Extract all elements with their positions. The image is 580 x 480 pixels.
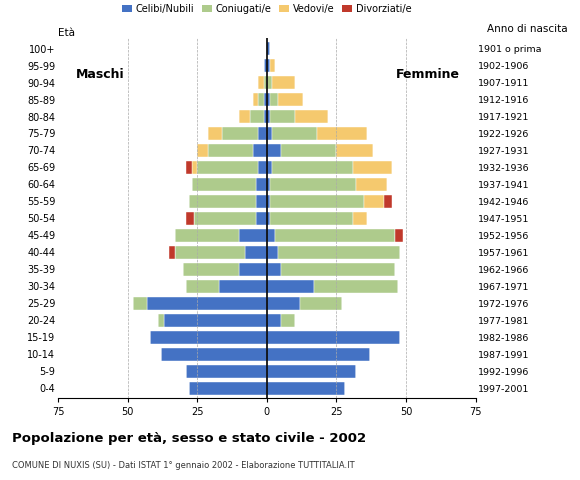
Bar	[267, 263, 281, 276]
Bar	[267, 348, 370, 360]
Bar	[267, 280, 314, 293]
Bar	[133, 297, 147, 310]
Bar	[197, 144, 208, 157]
Bar	[189, 195, 256, 208]
Bar	[270, 178, 356, 191]
Bar	[267, 229, 275, 242]
Text: Età: Età	[58, 28, 75, 38]
Bar	[264, 76, 267, 89]
Bar	[267, 178, 270, 191]
Bar	[191, 161, 197, 174]
Bar	[186, 212, 194, 225]
Bar	[208, 127, 222, 140]
Bar	[259, 127, 267, 140]
Bar	[270, 110, 295, 123]
Bar	[300, 297, 342, 310]
Bar	[259, 93, 264, 106]
Text: COMUNE DI NUXIS (SU) - Dati ISTAT 1° gennaio 2002 - Elaborazione TUTTITALIA.IT: COMUNE DI NUXIS (SU) - Dati ISTAT 1° gen…	[12, 461, 354, 470]
Bar	[395, 229, 403, 242]
Bar	[267, 297, 300, 310]
Text: Popolazione per età, sesso e stato civile - 2002: Popolazione per età, sesso e stato civil…	[12, 432, 366, 445]
Bar	[281, 144, 336, 157]
Bar	[270, 212, 353, 225]
Bar	[186, 280, 219, 293]
Bar	[267, 365, 356, 378]
Text: Anno di nascita: Anno di nascita	[487, 24, 568, 34]
Bar	[194, 212, 256, 225]
Bar	[267, 76, 273, 89]
Bar	[267, 42, 270, 55]
Bar	[186, 161, 191, 174]
Bar	[259, 76, 264, 89]
Bar	[267, 127, 273, 140]
Bar	[250, 110, 264, 123]
Bar	[278, 246, 400, 259]
Bar	[281, 314, 295, 327]
Bar	[183, 263, 239, 276]
Bar	[222, 127, 259, 140]
Bar	[264, 59, 267, 72]
Bar	[158, 314, 164, 327]
Bar	[253, 93, 259, 106]
Bar	[273, 127, 317, 140]
Bar	[267, 161, 273, 174]
Bar	[267, 331, 400, 344]
Bar	[356, 178, 386, 191]
Bar	[253, 144, 267, 157]
Bar	[259, 161, 267, 174]
Bar	[197, 161, 259, 174]
Bar	[267, 246, 278, 259]
Bar	[219, 280, 267, 293]
Bar	[256, 212, 267, 225]
Bar	[208, 144, 253, 157]
Bar	[384, 195, 392, 208]
Bar	[270, 59, 275, 72]
Text: Femmine: Femmine	[396, 68, 461, 81]
Bar	[267, 382, 345, 395]
Bar	[175, 246, 245, 259]
Bar	[191, 178, 256, 191]
Bar	[267, 110, 270, 123]
Bar	[239, 229, 267, 242]
Bar	[147, 297, 267, 310]
Bar	[267, 59, 270, 72]
Bar	[267, 195, 270, 208]
Bar	[267, 93, 270, 106]
Bar	[186, 365, 267, 378]
Bar	[317, 127, 367, 140]
Bar	[295, 110, 328, 123]
Bar	[264, 110, 267, 123]
Bar	[273, 76, 295, 89]
Bar	[275, 229, 395, 242]
Bar	[169, 246, 175, 259]
Bar	[239, 263, 267, 276]
Bar	[281, 263, 395, 276]
Bar	[267, 144, 281, 157]
Legend: Celibi/Nubili, Coniugati/e, Vedovi/e, Divorziati/e: Celibi/Nubili, Coniugati/e, Vedovi/e, Di…	[118, 0, 415, 18]
Bar	[353, 161, 392, 174]
Bar	[256, 178, 267, 191]
Bar	[164, 314, 267, 327]
Bar	[245, 246, 267, 259]
Bar	[270, 195, 364, 208]
Bar	[314, 280, 398, 293]
Bar	[336, 144, 372, 157]
Bar	[256, 195, 267, 208]
Bar	[267, 314, 281, 327]
Bar	[273, 161, 353, 174]
Bar	[175, 229, 239, 242]
Text: Maschi: Maschi	[75, 68, 124, 81]
Bar	[364, 195, 384, 208]
Bar	[353, 212, 367, 225]
Bar	[161, 348, 267, 360]
Bar	[239, 110, 250, 123]
Bar	[270, 93, 278, 106]
Bar	[267, 212, 270, 225]
Bar	[150, 331, 267, 344]
Bar	[278, 93, 303, 106]
Bar	[189, 382, 267, 395]
Bar	[264, 93, 267, 106]
